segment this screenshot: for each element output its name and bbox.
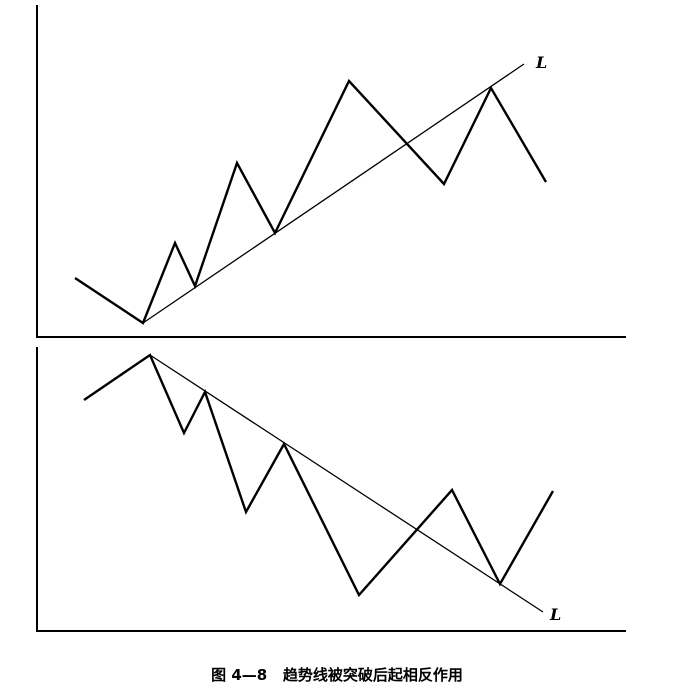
upper-price-zigzag — [74, 78, 548, 325]
lower-trendline-label: L — [549, 605, 561, 624]
upper-panel: L — [36, 5, 626, 338]
lower-panel-axes — [36, 347, 626, 632]
upper-trendline-label: L — [535, 53, 547, 72]
lower-panel: L — [36, 347, 626, 632]
upper-trendline — [142, 63, 525, 324]
upper-panel-axes — [36, 5, 626, 338]
lower-price-zigzag — [83, 353, 555, 598]
figure-caption: 图 4—8 趋势线被突破后起相反作用 — [211, 666, 463, 684]
lower-trendline — [149, 354, 544, 613]
